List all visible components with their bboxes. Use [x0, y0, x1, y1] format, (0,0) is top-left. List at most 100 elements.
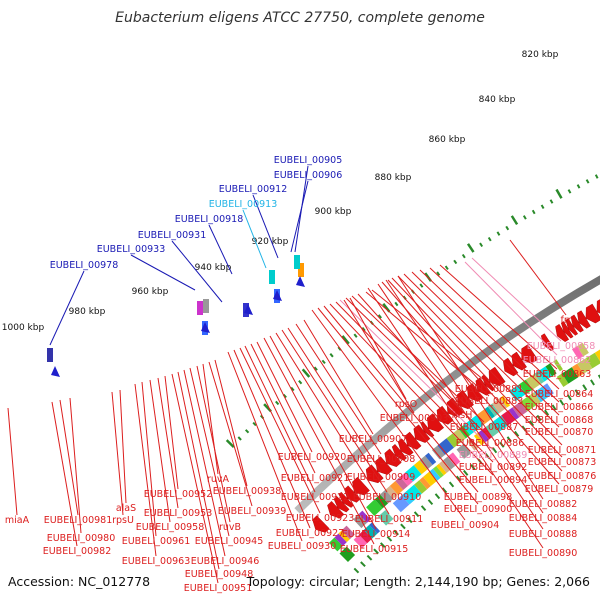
gene-label[interactable]: EUBELI_00879 [525, 484, 594, 495]
gene-label[interactable]: EUBELI_00868 [525, 415, 594, 426]
gene-label[interactable]: EUBELI_00933 [97, 244, 166, 255]
gene-label[interactable]: EUBELI_00858 [527, 341, 596, 352]
gene-label[interactable]: EUBELI_00870 [525, 427, 594, 438]
gene-label[interactable]: EUBELI_00900 [444, 504, 513, 515]
gene-label[interactable]: rpsU [112, 515, 134, 526]
gene-label[interactable]: EUBELI_00982 [43, 546, 112, 557]
gene-label[interactable]: EUBELI_00939 [218, 506, 287, 517]
gene-label[interactable]: EUBELI_00894 [459, 475, 528, 486]
gene-label[interactable]: EUBELI_00883 [455, 396, 524, 407]
gene-label[interactable]: EUBELI_00923 [286, 513, 355, 524]
gene-label[interactable]: EUBELI_00927 [276, 528, 345, 539]
gene-label[interactable]: EUBELI_00953 [144, 508, 213, 519]
gene-label[interactable]: EUBELI_00963 [122, 556, 191, 567]
gene-label[interactable]: EUBELI_00904 [431, 520, 500, 531]
leader-line [351, 295, 485, 423]
gene-label[interactable]: EUBELI_00884 [509, 513, 578, 524]
reverse-gene-arrow [596, 299, 600, 314]
leader-line [111, 391, 124, 516]
gene-label[interactable]: EUBELI_00913 [209, 199, 278, 210]
gene-function-block [452, 428, 466, 443]
gene-label[interactable]: EUBELI_00978 [50, 260, 119, 271]
gene-function-block [492, 397, 508, 414]
gene-function-block [577, 358, 593, 374]
gene-label[interactable]: EUBELI_00863 [523, 369, 592, 380]
reverse-strand-gene-track [312, 299, 600, 533]
gene-label[interactable]: EUBELI_00948 [185, 569, 254, 580]
gene-label[interactable]: EUBELI_00930 [268, 541, 337, 552]
gene-label[interactable]: alaS [116, 503, 136, 514]
gene-label[interactable]: EUBELI_00886 [456, 438, 525, 449]
gene-label[interactable]: EUBELI_00871 [528, 445, 597, 456]
gene-function-block [405, 484, 422, 501]
gene-label[interactable]: EUBELI_00866 [525, 402, 594, 413]
gene-label[interactable]: EUBELI_00903 [380, 413, 449, 424]
gene-label[interactable]: ruvB [219, 522, 241, 533]
gene-label[interactable]: EUBELI_00958 [136, 522, 205, 533]
gene-label[interactable]: frr [561, 315, 572, 326]
gene-label[interactable]: EUBELI_00911 [355, 514, 424, 525]
gene-label[interactable]: EUBELI_00887 [450, 422, 519, 433]
gene-label[interactable]: EUBELI_00881 [455, 384, 524, 395]
gene-label[interactable]: EUBELI_00898 [444, 492, 513, 503]
forward-gene-block [47, 348, 53, 362]
gene-label[interactable]: EUBELI_00980 [47, 533, 116, 544]
gene-label[interactable]: EUBELI_00945 [195, 536, 264, 547]
gene-function-block [456, 443, 472, 459]
gene-label[interactable]: EUBELI_00910 [353, 492, 422, 503]
scale-tick [510, 215, 519, 226]
gene-label[interactable]: ruvA [207, 474, 230, 485]
gene-function-block [338, 530, 350, 543]
gene-label[interactable]: EUBELI_00909 [347, 472, 416, 483]
gene-label[interactable]: EUBELI_00915 [340, 544, 409, 555]
gene-function-block [561, 367, 579, 384]
leader-line [269, 335, 377, 530]
gene-label[interactable]: EUBELI_00906 [274, 170, 343, 181]
gene-label[interactable]: EUBELI_00951 [184, 583, 253, 594]
gene-label[interactable]: EUBELI_00931 [138, 230, 207, 241]
gene-label[interactable]: EUBELI_00905 [274, 155, 343, 166]
gene-label[interactable]: EUBELI_00862 [523, 355, 592, 366]
leader-line [233, 349, 311, 529]
gene-label[interactable]: EUBELI_00961 [122, 536, 191, 547]
gene-label[interactable]: EUBELI_00876 [528, 471, 597, 482]
gene-label[interactable]: EUBELI_00888 [509, 529, 578, 540]
scale-tick [321, 359, 326, 365]
leader-line [377, 283, 544, 530]
gene-label[interactable]: EUBELI_00890 [509, 548, 578, 559]
gene-label[interactable]: EUBELI_00938 [213, 486, 282, 497]
scale-label: 880 kbp [375, 173, 412, 183]
leader-line [367, 287, 544, 549]
gene-label[interactable]: EUBELI_00864 [525, 389, 594, 400]
gene-label[interactable]: EUBELI_00922 [281, 492, 350, 503]
gene-label[interactable]: EUBELI_00952 [144, 489, 213, 500]
forward-gene-arrow [296, 276, 305, 287]
leader-line [252, 194, 279, 259]
gene-label[interactable]: EUBELI_00981 [44, 515, 113, 526]
gene-label[interactable]: EUBELI_00912 [219, 184, 288, 195]
gene-label[interactable]: EUBELI_00889 [459, 450, 528, 461]
gene-label[interactable]: EUBELI_00918 [175, 214, 244, 225]
forward-gene-block [298, 263, 304, 277]
gene-label[interactable]: EUBELI_00946 [191, 556, 260, 567]
forward-gene-leader-lines [49, 165, 309, 346]
gene-label[interactable]: rpsO [395, 399, 417, 410]
gene-label[interactable]: EUBELI_00914 [342, 529, 411, 540]
gene-function-block [424, 452, 437, 466]
gene-label[interactable]: EUBELI_00920 [278, 452, 347, 463]
leader-line [227, 351, 303, 542]
gene-function-block [353, 534, 368, 549]
gene-label[interactable]: hisH [452, 410, 473, 421]
gene-label[interactable]: EUBELI_00882 [509, 499, 578, 510]
gene-function-block [423, 471, 438, 487]
gene-label[interactable]: EUBELI_00908 [347, 454, 416, 465]
forward-gene-arrow [244, 304, 253, 315]
scale-tick [549, 199, 554, 204]
gene-label[interactable]: EUBELI_00892 [459, 462, 528, 473]
gene-label[interactable]: EUBELI_00907 [339, 434, 408, 445]
leader-line [439, 264, 558, 370]
gene-label[interactable]: miaA [5, 515, 30, 526]
gene-label[interactable]: EUBELI_00921 [281, 473, 350, 484]
gene-label[interactable]: EUBELI_00873 [528, 457, 597, 468]
